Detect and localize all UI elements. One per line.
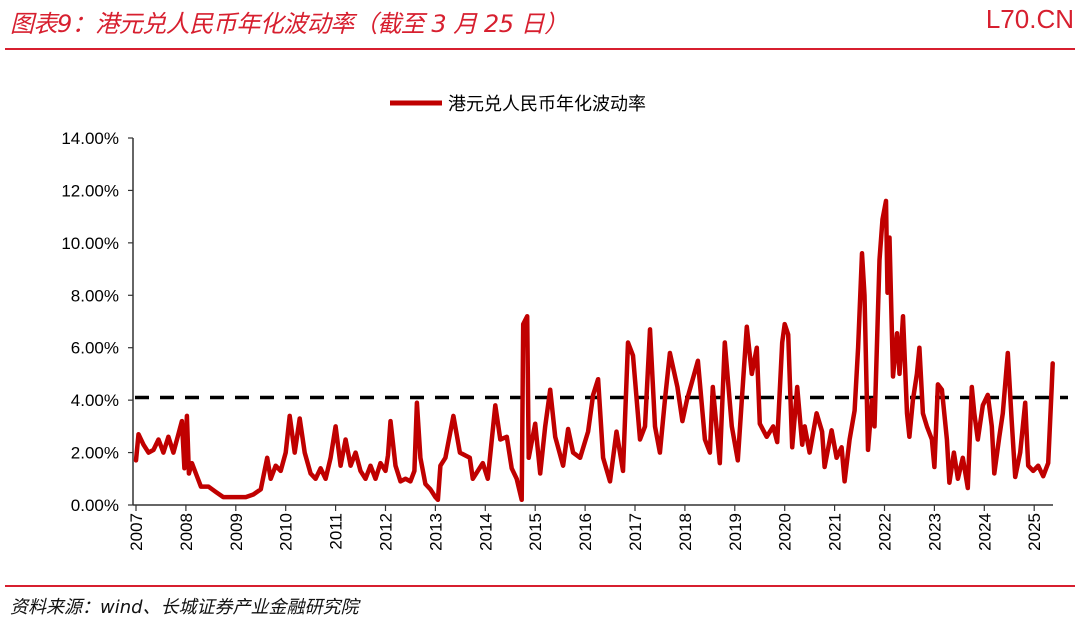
x-tick-label: 2011 [327,513,346,550]
x-tick-label: 2024 [975,513,994,551]
x-tick-label: 2014 [476,513,495,551]
x-tick-label: 2016 [576,513,595,551]
footer-divider [5,585,1075,587]
legend-label: 港元兑人民币年化波动率 [448,94,646,115]
y-tick-label: 6.00% [71,339,119,358]
legend: 港元兑人民币年化波动率 [390,94,646,115]
series-line [136,201,1053,500]
x-tick-label: 2008 [177,513,196,551]
x-tick-label: 2012 [377,513,396,551]
x-tick-label: 2009 [227,513,246,551]
y-tick-label: 14.00% [61,129,119,148]
source-note: 资料来源：wind、长城证券产业金融研究院 [10,593,359,619]
x-tick-label: 2021 [826,513,845,551]
x-tick-label: 2007 [127,513,146,551]
x-tick-label: 2023 [925,513,944,551]
x-tick-label: 2018 [676,513,695,551]
y-tick-label: 4.00% [71,391,119,410]
x-tick-label: 2025 [1025,513,1044,551]
x-tick-label: 2022 [876,513,895,551]
y-tick-label: 0.00% [71,496,119,515]
x-tick-label: 2017 [626,513,645,551]
y-tick-label: 12.00% [61,181,119,200]
y-tick-label: 10.00% [61,234,119,253]
x-tick-label: 2015 [526,513,545,551]
x-tick-label: 2010 [277,513,296,551]
y-tick-label: 8.00% [71,286,119,305]
series-group [136,201,1053,500]
x-tick-label: 2020 [776,513,795,551]
x-tick-label: 2019 [726,513,745,551]
y-tick-label: 2.00% [71,444,119,463]
x-tick-label: 2013 [426,513,445,551]
